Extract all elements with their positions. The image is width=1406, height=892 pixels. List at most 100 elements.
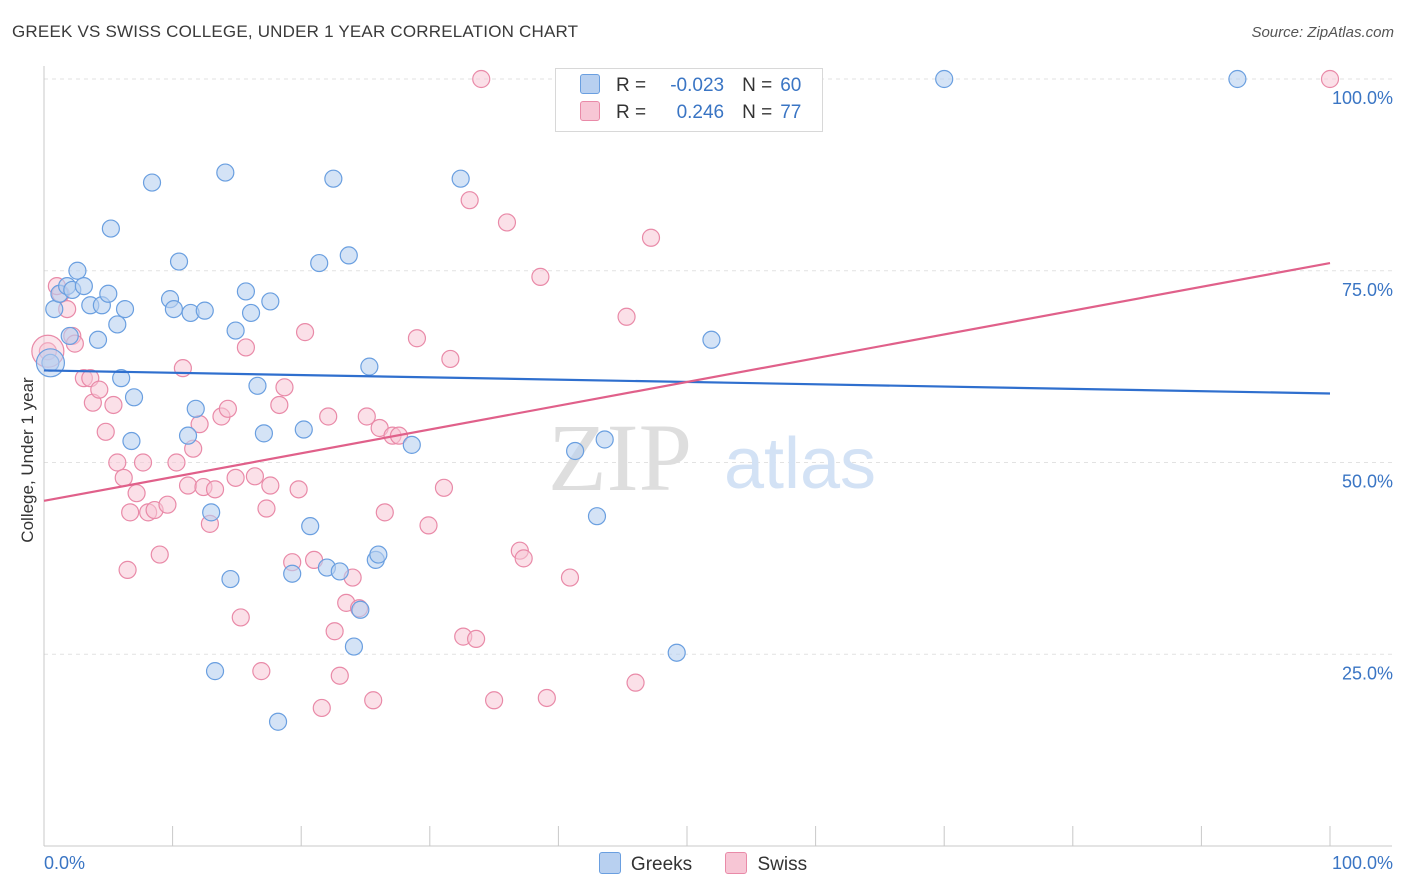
greeks-point <box>124 388 144 407</box>
greeks-point <box>226 321 245 340</box>
swiss-point <box>441 349 460 369</box>
greeks-point <box>254 424 274 443</box>
swiss-point <box>319 407 338 426</box>
greeks-point <box>101 219 120 238</box>
r-value: -0.023 <box>670 75 725 96</box>
swiss-point <box>312 698 331 718</box>
greeks-point <box>248 376 267 395</box>
n-label: N = <box>742 102 773 123</box>
greeks-point <box>566 441 585 461</box>
greeks-point <box>369 545 388 564</box>
swiss-point <box>1320 69 1340 89</box>
greeks-point <box>360 357 379 376</box>
swiss-point <box>226 468 245 487</box>
greeks-point <box>935 69 954 89</box>
swiss-point <box>252 662 271 681</box>
swiss-label: Swiss <box>757 854 808 875</box>
swiss-point <box>289 480 308 499</box>
swiss-point <box>434 478 454 497</box>
gridlines <box>44 78 1392 655</box>
swiss-swatch <box>580 101 600 121</box>
greeks-point <box>112 369 131 388</box>
chart-title: GREEK VS SWISS COLLEGE, UNDER 1 YEAR COR… <box>12 22 579 41</box>
greeks-point <box>115 300 135 319</box>
swiss-point <box>626 673 645 692</box>
swiss-point <box>108 453 127 472</box>
swiss-point <box>375 503 394 522</box>
r-label: R = <box>616 75 647 96</box>
greeks-point <box>451 169 470 188</box>
swiss-point <box>497 213 517 232</box>
greeks-point <box>667 643 686 662</box>
x-tick-label: 0.0% <box>44 853 85 873</box>
greeks-point <box>88 330 108 349</box>
greeks-point <box>595 430 614 449</box>
greeks-point <box>142 173 162 192</box>
greeks-series <box>35 69 1247 731</box>
greeks-point <box>45 300 64 319</box>
swiss-point <box>364 691 383 710</box>
greeks-point <box>74 276 93 296</box>
greeks-point <box>195 301 214 320</box>
source-label: Source: ZipAtlas.com <box>1251 24 1394 41</box>
swiss-point <box>617 307 636 326</box>
greeks-point <box>330 562 349 581</box>
swiss-point <box>485 691 504 710</box>
greeks-point <box>178 426 198 445</box>
greeks-point <box>344 637 364 656</box>
legend-item-greeks[interactable]: Greeks <box>598 852 692 876</box>
greeks-point <box>108 315 127 334</box>
greeks-point <box>60 326 79 346</box>
greeks-swatch <box>598 852 621 874</box>
greeks-point <box>1228 69 1247 89</box>
swiss-point <box>218 399 237 418</box>
swiss-point <box>357 407 376 426</box>
greeks-point <box>261 292 280 311</box>
swiss-point <box>261 476 280 495</box>
swiss-point <box>325 622 344 641</box>
swiss-point <box>104 395 123 415</box>
y-tick-label: 75.0% <box>1342 280 1393 300</box>
greeks-point <box>702 330 721 349</box>
greeks-point <box>324 169 343 188</box>
greeks-point <box>236 282 256 301</box>
r-label: R = <box>616 102 647 123</box>
swiss-point <box>96 422 115 441</box>
swiss-point <box>178 476 198 495</box>
swiss-series <box>31 69 1340 718</box>
swiss-point <box>275 378 294 397</box>
swiss-point <box>560 568 580 587</box>
series-legend: Greeks Swiss <box>0 852 1406 876</box>
swiss-point <box>236 338 256 357</box>
n-value: 77 <box>780 102 802 123</box>
swiss-swatch <box>725 852 748 874</box>
axes <box>43 66 1392 847</box>
legend-item-swiss[interactable]: Swiss <box>725 852 807 876</box>
y-tick-label: 50.0% <box>1342 472 1393 492</box>
greeks-point <box>339 246 358 265</box>
swiss-point <box>90 380 109 399</box>
greeks-point <box>35 348 66 378</box>
swiss-point <box>531 267 550 286</box>
trend-lines <box>43 261 1331 502</box>
swiss-point <box>466 629 486 649</box>
greeks-point <box>216 163 235 182</box>
y-tick-label: 25.0% <box>1342 663 1393 683</box>
swiss-point <box>150 545 169 564</box>
greeks-point <box>351 600 370 619</box>
greeks-point <box>587 507 607 526</box>
swiss-point <box>295 323 315 342</box>
swiss-point <box>205 480 225 499</box>
greeks-point <box>122 431 141 451</box>
greeks-point <box>68 261 87 280</box>
greeks-point <box>202 503 221 522</box>
swiss-point <box>460 191 479 210</box>
swiss-point <box>167 453 186 472</box>
greeks-point <box>241 303 261 323</box>
greeks-point <box>402 435 421 454</box>
swiss-point <box>419 516 438 535</box>
greeks-point <box>310 253 329 273</box>
swiss-point <box>641 228 661 247</box>
tick-labels: 25.0% 50.0% 75.0% 100.0% 0.0% 100.0% <box>44 88 1393 873</box>
